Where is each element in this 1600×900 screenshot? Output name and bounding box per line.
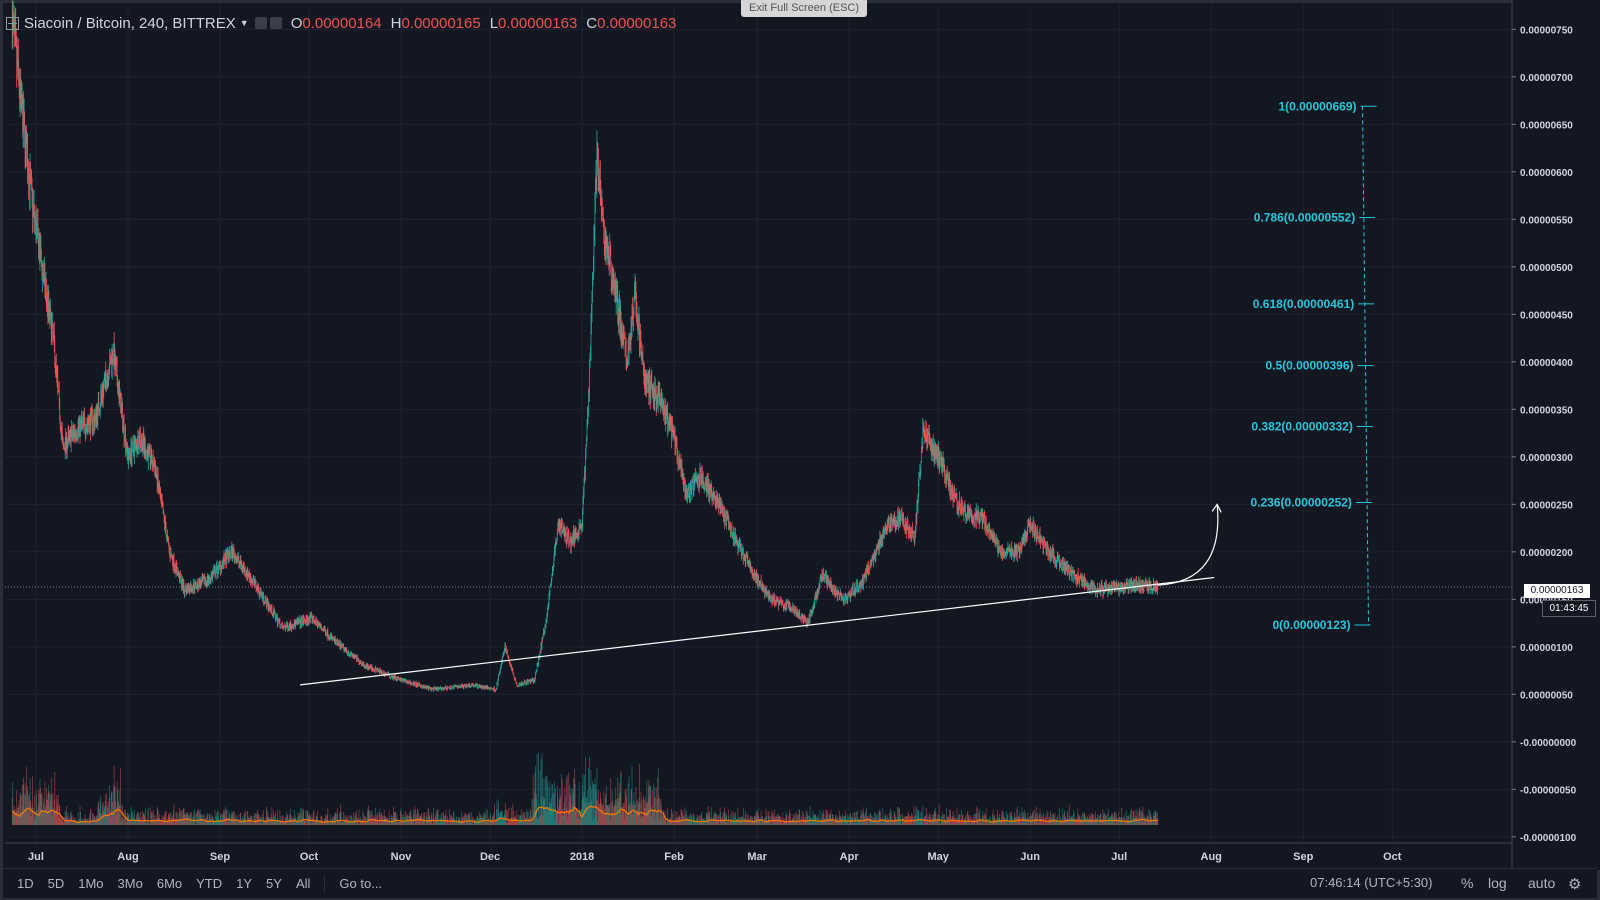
bottom-toolbar: 1D 5D 1Mo 3Mo 6Mo YTD 1Y 5Y All Go to...… [3,868,1597,898]
close-label: C [586,14,598,32]
time-axis-label: Oct [1383,851,1402,863]
time-axis-label: Sep [210,851,230,863]
high-label: H [390,14,402,32]
price-axis-label: 0.00000300 [1520,453,1573,464]
drawing-annotations: 1(0.00000669) 0.786(0.00000552) 0.618(0.00… [5,99,1512,686]
percent-scale-toggle[interactable]: % [1461,875,1474,891]
grid [5,5,1512,843]
collapse-icon[interactable] [6,16,19,30]
last-price-tag: 0.00000163 [1524,584,1590,598]
price-axis-label: 0.00000650 [1520,120,1573,131]
price-axis-label: 0.00000400 [1520,358,1573,369]
projection-arrowhead [1211,503,1222,513]
candlestick-series [11,0,1159,693]
time-axis[interactable]: Jul Aug Sep Oct Nov Dec 2018 Feb Mar Apr May Jun Jul… [5,842,1512,863]
chevron-down-icon[interactable]: ▼ [239,18,249,28]
exit-fullscreen-button[interactable]: Exit Full Screen (ESC) [741,0,867,17]
range-5d-button[interactable]: 5D [47,876,65,891]
time-axis-label: Feb [664,851,684,863]
price-axis-label: 0.00000250 [1520,500,1573,511]
price-axis-label: 0.00000500 [1520,263,1573,274]
range-6mo-button[interactable]: 6Mo [156,876,183,891]
volume-bars [11,752,1159,825]
log-scale-toggle[interactable]: log [1488,875,1507,891]
time-axis-label: Oct [300,851,319,863]
range-1d-button[interactable]: 1D [17,876,34,891]
bar-countdown-tag: 01:43:45 [1542,600,1596,617]
price-axis-label: -0.00000050 [1520,785,1577,796]
time-axis-label: Aug [117,851,138,863]
close-value: 0.00000163 [597,14,677,32]
fib-level-label: 0(0.00000123) [1272,618,1350,632]
settings-square-icon[interactable] [254,17,267,29]
close-square-icon[interactable] [269,17,282,29]
price-axis-label: -0.00000100 [1520,833,1577,844]
price-axis-label: 0.00000050 [1520,690,1573,701]
time-axis-label: May [927,851,949,863]
fib-level-label: 0.5(0.00000396) [1265,359,1353,373]
goto-button[interactable]: Go to... [339,876,383,891]
range-all-button[interactable]: All [295,876,311,891]
low-value: 0.00000163 [498,14,578,32]
time-axis-label: Apr [840,851,860,863]
range-ytd-button[interactable]: YTD [196,876,223,891]
price-axis-label: 0.00000700 [1520,73,1573,84]
gear-icon[interactable]: ⚙ [1568,876,1582,893]
price-axis-label: 0.00000200 [1520,548,1573,559]
open-label: O [290,14,303,32]
price-axis-label: 0.00000450 [1520,310,1573,321]
volume-moving-average [11,805,1158,824]
clock-display[interactable]: 07:46:14 (UTC+5:30) [1310,875,1433,890]
price-axis-label: 0.00000600 [1520,168,1573,179]
projection-arrow [1157,504,1219,586]
time-axis-label: Sep [1293,851,1313,863]
fib-level-label: 0.236(0.00000252) [1251,495,1352,509]
price-axis-label: 0.00000550 [1520,215,1573,226]
symbol-legend: Siacoin / Bitcoin, 240, BITTREX ▼ O 0.00… [6,12,676,34]
time-axis-label: Dec [480,851,500,863]
time-axis-label: Mar [747,851,767,863]
range-3mo-button[interactable]: 3Mo [117,876,143,891]
price-axis[interactable]: 0.00000750 0.00000700 0.00000650 0.00000600… [1511,0,1600,870]
time-axis-label: Jul [1111,851,1127,863]
price-axis-label: 0.00000350 [1520,405,1573,416]
price-axis-label: -0.00000000 [1520,738,1577,749]
open-value: 0.00000164 [302,14,382,32]
time-axis-label: Aug [1201,851,1222,863]
time-axis-label: 2018 [570,851,594,863]
low-label: L [489,14,499,32]
time-axis-label: Nov [391,851,413,863]
fib-level-label: 0.382(0.00000332) [1251,419,1352,433]
price-axis-label: 0.00000100 [1520,643,1573,654]
toolbar-divider [324,874,326,893]
range-1mo-button[interactable]: 1Mo [78,876,104,891]
fib-level-label: 0.618(0.00000461) [1253,297,1354,311]
fib-level-label: 1(0.00000669) [1278,99,1356,113]
range-1y-button[interactable]: 1Y [236,876,253,891]
time-axis-label: Jul [28,851,44,863]
range-5y-button[interactable]: 5Y [266,876,282,891]
trendline [300,576,1215,686]
auto-scale-toggle[interactable]: auto [1528,875,1556,891]
price-axis-label: 0.00000750 [1520,25,1573,36]
time-axis-label: Jun [1020,851,1040,863]
fib-level-label: 0.786(0.00000552) [1254,210,1355,224]
high-value: 0.00000165 [401,14,481,32]
price-axis-bg [1512,0,1600,870]
symbol-title[interactable]: Siacoin / Bitcoin, 240, BITTREX [24,14,236,32]
